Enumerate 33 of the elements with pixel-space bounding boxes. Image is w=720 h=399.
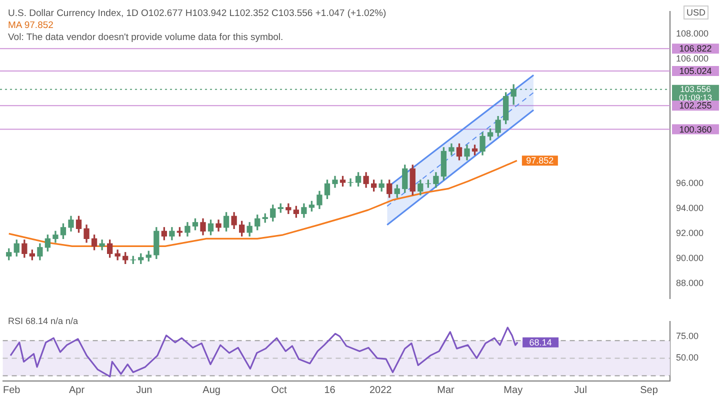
x-tick-label: Jun <box>136 384 152 396</box>
y-tick-label: 106.000 <box>676 53 709 64</box>
ref-line-label: 102.255 <box>679 100 712 111</box>
x-tick-label: Apr <box>69 384 86 396</box>
y-tick-label: 94.000 <box>676 203 704 214</box>
x-tick-label: Jul <box>574 384 587 396</box>
y-tick-label: 50.00 <box>676 352 699 363</box>
x-tick-label: 2022 <box>369 384 392 396</box>
ref-line-label: 106.822 <box>679 44 712 54</box>
ref-line-label: 105.024 <box>679 66 712 76</box>
chart-title: U.S. Dollar Currency Index, 1D O102.677 H103.942 L102.352 C103.556 +1.047 (+1.02%) <box>8 8 386 20</box>
annotation: Vol: The data vendor doesn't provide volume data for this symbol. <box>8 32 284 44</box>
ref-line-label: 100.360 <box>679 124 712 134</box>
x-tick-label: Aug <box>202 384 220 396</box>
ref-line-label: 103.556 01:09:13 <box>678 84 712 103</box>
data-label: 97.852 <box>526 156 554 166</box>
y-tick-label: 92.000 <box>676 228 704 238</box>
y-tick-label: 96.000 <box>676 178 704 188</box>
x-tick-label: May <box>504 384 523 396</box>
x-tick-label: Sep <box>640 384 658 396</box>
y-tick-label: 75.00 <box>676 330 699 341</box>
x-tick-label: Feb <box>3 384 21 396</box>
x-tick-label: 16 <box>324 384 336 396</box>
x-tick-label: Oct <box>271 384 287 396</box>
candlestick <box>348 178 354 187</box>
y-tick-label: 88.000 <box>676 278 704 288</box>
x-tick-label: Mar <box>437 384 456 396</box>
data-label: 68.14 <box>529 337 552 348</box>
y-axis-title: USD <box>686 7 706 18</box>
y-tick-label: 90.000 <box>676 253 704 264</box>
y-tick-label: 108.000 <box>676 28 709 38</box>
text: MA 97.852 <box>8 20 54 32</box>
chart-title: RSI 68.14 n/a n/a <box>8 315 78 327</box>
